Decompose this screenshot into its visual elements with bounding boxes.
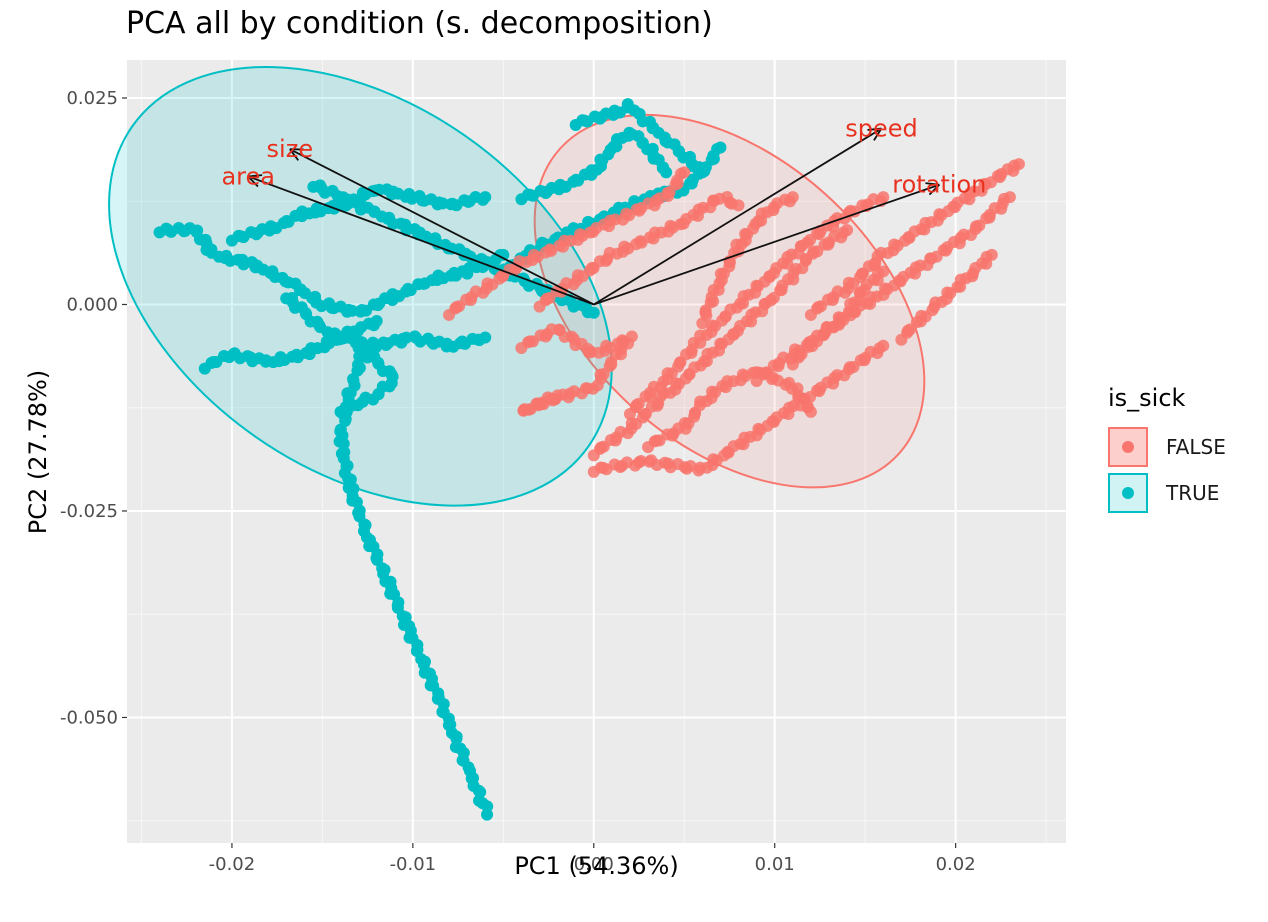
point-true (479, 191, 492, 204)
point-false (1012, 158, 1025, 171)
chart-title: PCA all by condition (s. decomposition) (126, 6, 713, 41)
loading-label-area: area (221, 162, 275, 190)
point-true (714, 141, 727, 154)
point-false (804, 405, 817, 418)
y-axis-ticks: 0.025 0.000 -0.025 -0.050 (60, 88, 127, 728)
x-tick-label: 0.02 (936, 854, 976, 875)
point-false (732, 199, 745, 212)
arrow-head (248, 174, 263, 178)
loading-arrow-area (247, 175, 595, 306)
x-tick-label: -0.01 (390, 854, 437, 875)
grid-major (127, 60, 1066, 843)
arrow-head (247, 175, 259, 188)
loading-arrow-size (289, 148, 595, 306)
point-true (497, 248, 510, 261)
point-true (660, 166, 673, 179)
loading-label-rotation: rotation (892, 171, 986, 199)
x-tick-label: 0.01 (755, 854, 795, 875)
point-true (696, 166, 709, 179)
point-true (587, 306, 600, 319)
x-tick-label: -0.02 (209, 854, 256, 875)
loading-arrow-rotation (593, 183, 940, 306)
loading-label-speed: speed (845, 115, 918, 143)
arrow-head (925, 182, 940, 186)
confidence-ellipses (108, 65, 926, 507)
data-points (153, 98, 1025, 821)
grid-minor (127, 60, 1066, 843)
arrow-head (928, 184, 940, 196)
loading-arrow-speed (593, 127, 882, 306)
arrow-head (867, 127, 882, 131)
point-false (678, 166, 691, 179)
legend-label: FALSE (1166, 435, 1226, 459)
y-tick-label: 0.000 (66, 294, 118, 315)
ellipse-true (108, 65, 613, 507)
point-false (551, 389, 564, 402)
y-tick-label: -0.025 (60, 501, 118, 522)
legend: is_sick FALSE TRUE (1108, 384, 1226, 516)
point-false (786, 191, 799, 204)
point-true (370, 315, 383, 327)
legend-item-true: TRUE (1108, 470, 1226, 516)
point-true (334, 405, 347, 418)
point-false (877, 265, 890, 278)
legend-item-false: FALSE (1108, 424, 1226, 470)
point-false (985, 248, 998, 261)
loading-label-size: size (267, 135, 314, 163)
point-false (1003, 191, 1016, 204)
x-axis-ticks: -0.02 -0.01 0.00 0.01 0.02 (209, 843, 976, 875)
y-axis-label: PC2 (27.78%) (24, 369, 52, 535)
legend-label: TRUE (1166, 481, 1220, 505)
point-false (841, 224, 854, 237)
point-true (479, 331, 492, 344)
arrow-head (873, 128, 883, 141)
y-tick-label: 0.025 (66, 88, 118, 109)
arrow-head (289, 148, 300, 161)
point-false (877, 191, 890, 204)
x-tick-label: 0.00 (574, 854, 614, 875)
legend-key-false (1108, 427, 1148, 467)
x-axis-label: PC1 (54.36%) (514, 852, 679, 880)
y-tick-label: -0.050 (60, 707, 118, 728)
legend-title: is_sick (1108, 384, 1186, 412)
legend-key-true (1108, 473, 1148, 513)
point-false (877, 339, 890, 352)
